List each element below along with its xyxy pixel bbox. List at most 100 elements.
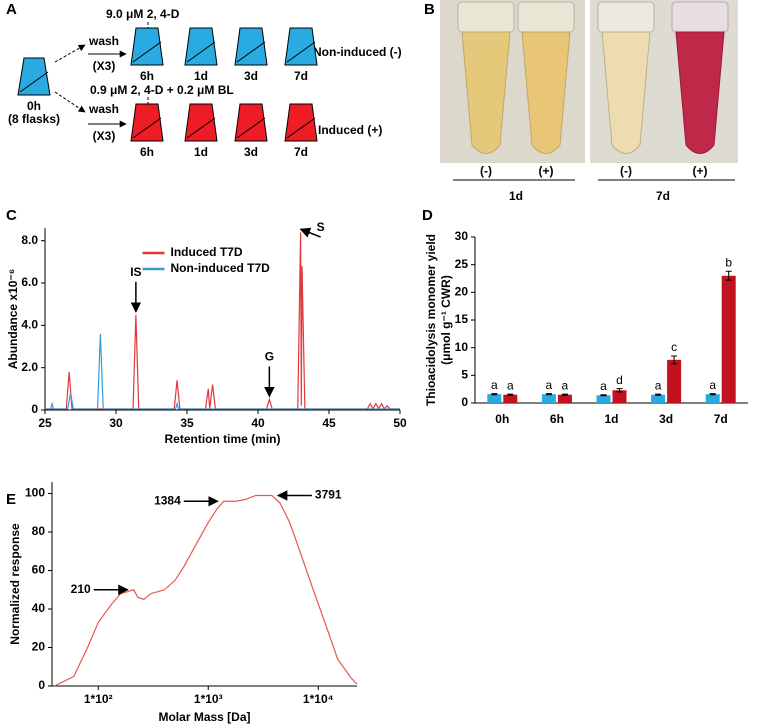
tube	[597, 1, 655, 154]
flask-line	[236, 41, 266, 63]
y-tick-label: 80	[32, 524, 46, 538]
y-tick-label: 60	[32, 563, 46, 577]
annotation: 3791	[315, 488, 342, 502]
y-tick-label: 40	[32, 601, 46, 615]
flask	[234, 103, 268, 142]
annotation: 210	[71, 582, 91, 596]
error-bar	[616, 388, 623, 393]
panel-letter: C	[6, 207, 17, 224]
tube	[457, 1, 515, 154]
panel-letter: A	[6, 1, 17, 18]
y-tick-label: 0	[38, 678, 45, 692]
bar	[667, 359, 682, 403]
tube	[517, 1, 575, 154]
dashed-arrow	[54, 91, 86, 113]
x-tick-label: 35	[180, 416, 194, 430]
y-tick-label: 25	[455, 257, 469, 271]
panel-letter: D	[422, 207, 433, 224]
bar	[487, 394, 502, 403]
flask	[284, 27, 318, 66]
significance-letter: a	[709, 378, 716, 392]
annotation: S	[317, 220, 325, 234]
bar	[721, 275, 736, 403]
significance-letter: a	[562, 378, 569, 392]
bar	[596, 395, 611, 403]
bar	[651, 394, 666, 403]
y-axis-title: Abundance x10⁻⁶	[6, 269, 20, 370]
repeat-label: (X3)	[93, 129, 116, 143]
tube-label: (+)	[693, 164, 708, 178]
x-tick-label: 3d	[659, 412, 673, 426]
x-tick-label: 40	[251, 416, 265, 430]
time-label: 3d	[244, 145, 258, 159]
treatment-label: 9.0 μM 2, 4-D	[106, 7, 180, 21]
y-tick-label: 15	[455, 312, 469, 326]
y-axis-title: Normalized response	[8, 523, 22, 645]
time-label: 3d	[244, 69, 258, 83]
flask	[17, 57, 51, 96]
x-tick-label: 25	[38, 416, 52, 430]
y-tick-label: 8.0	[21, 233, 38, 247]
time-label: 7d	[294, 145, 308, 159]
line-series	[45, 333, 400, 410]
treatment-label: 0.9 μM 2, 4-D + 0.2 μM BL	[90, 83, 234, 97]
significance-letter: a	[507, 378, 514, 392]
error-bar	[545, 393, 552, 396]
annotation: G	[265, 350, 274, 364]
y-tick-label: 100	[25, 486, 45, 500]
time-label: 1d	[194, 145, 208, 159]
flask	[234, 27, 268, 66]
legend-label: Induced T7D	[171, 245, 243, 259]
flask	[130, 103, 164, 142]
time-label: 1d	[194, 69, 208, 83]
bar	[612, 390, 627, 403]
dashed-arrow	[54, 44, 86, 63]
time-label: 6h	[140, 145, 154, 159]
tube	[671, 1, 729, 154]
panel-letter: E	[6, 491, 16, 508]
x-tick-label: 50	[393, 416, 407, 430]
x-tick-label: 1*10³	[194, 692, 223, 706]
significance-letter: a	[546, 378, 553, 392]
significance-letter: d	[616, 373, 623, 387]
y-axis-title: (μmol g⁻¹ CWR)	[439, 275, 453, 365]
annotation-arrow	[299, 227, 321, 238]
significance-letter: b	[725, 255, 732, 269]
legend-label: Non-induced T7D	[171, 261, 271, 275]
error-bar	[725, 270, 732, 281]
annotation: IS	[130, 265, 141, 279]
flask-line	[19, 71, 49, 93]
start-note: (8 flasks)	[8, 112, 60, 126]
repeat-label: (X3)	[93, 59, 116, 73]
x-tick-label: 45	[322, 416, 336, 430]
x-tick-label: 30	[109, 416, 123, 430]
x-tick-label: 1*10⁴	[303, 692, 334, 706]
y-tick-label: 20	[32, 640, 46, 654]
x-axis-title: Molar Mass [Da]	[158, 710, 250, 724]
flask	[284, 103, 318, 142]
flask-line	[132, 41, 162, 63]
x-tick-label: 1*10²	[84, 692, 113, 706]
y-tick-label: 4.0	[21, 318, 38, 332]
bar	[557, 394, 572, 403]
flask-line	[286, 117, 316, 139]
error-bar	[507, 393, 514, 396]
bar	[541, 394, 556, 403]
y-tick-label: 6.0	[21, 275, 38, 289]
line-series	[45, 232, 400, 411]
tube-label: (-)	[480, 164, 492, 178]
error-bar	[655, 393, 662, 396]
group-label: Non-induced (-)	[313, 45, 402, 59]
y-tick-label: 10	[455, 340, 469, 354]
start-time: 0h	[27, 99, 41, 113]
error-bar	[671, 355, 678, 365]
x-tick-label: 1d	[604, 412, 618, 426]
wash-label: wash	[88, 102, 119, 116]
tube-label: (-)	[620, 164, 632, 178]
bar	[705, 394, 720, 403]
y-tick-label: 0	[31, 402, 38, 416]
significance-letter: a	[491, 378, 498, 392]
x-tick-label: 6h	[550, 412, 564, 426]
line-series	[54, 494, 358, 687]
x-axis-title: Retention time (min)	[165, 432, 281, 446]
